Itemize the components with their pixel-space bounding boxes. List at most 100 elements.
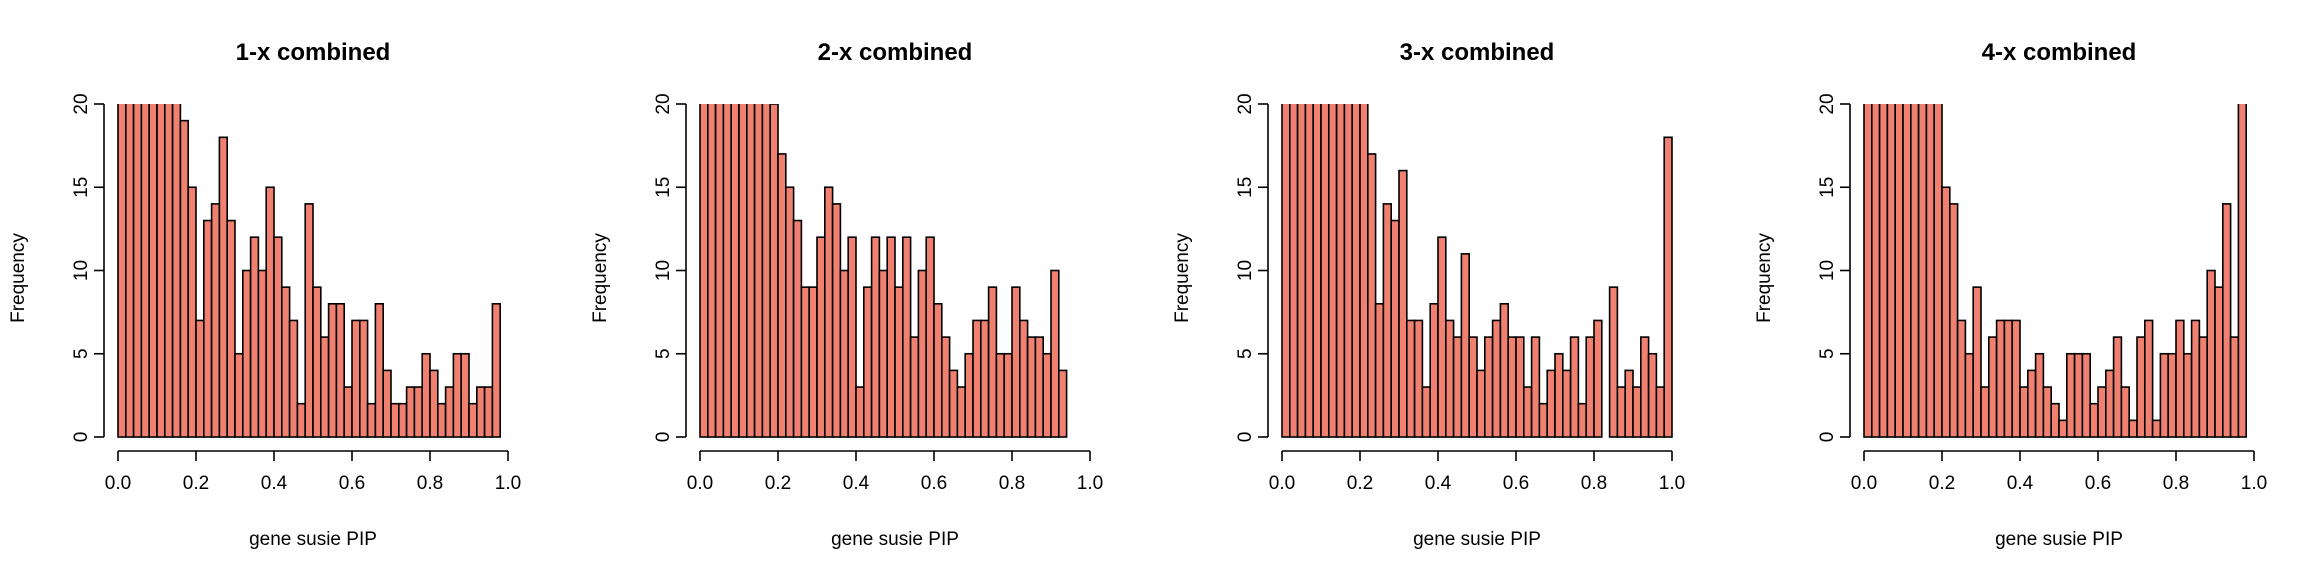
histogram-bar xyxy=(2089,402,2099,438)
histogram-bar xyxy=(1460,253,1470,438)
histogram-bar xyxy=(738,104,748,438)
x-tick-label: 0.0 xyxy=(105,473,131,494)
histogram-bar xyxy=(761,104,771,438)
histogram-bar xyxy=(327,302,338,438)
histogram-bar xyxy=(1585,336,1595,438)
histogram-bar xyxy=(1886,104,1896,438)
histogram-bar xyxy=(1335,104,1346,438)
histogram-bar xyxy=(862,286,873,438)
histogram-bar xyxy=(273,236,283,438)
histogram-bar xyxy=(1351,104,1361,438)
histogram-panel: 1-x combined 0.0 0.2 0.4 0.6 0.8 1.0 0 5 10 15 20 ge… xyxy=(8,39,521,550)
histogram-bar xyxy=(2190,319,2201,438)
histogram-bar xyxy=(878,269,888,438)
y-tick-label: 15 xyxy=(71,177,92,198)
histogram-bar xyxy=(1871,104,1881,438)
histogram-bar xyxy=(769,104,779,438)
y-tick-label: 5 xyxy=(71,348,92,359)
histogram-bar xyxy=(2034,352,2045,438)
histogram-bar xyxy=(164,104,174,438)
histogram-bar xyxy=(2065,352,2076,438)
histogram-bar xyxy=(1296,104,1307,438)
histogram-bar xyxy=(460,352,470,438)
y-tick-label: 15 xyxy=(1235,177,1256,198)
histogram-bar xyxy=(483,386,494,438)
x-tick-label: 0.2 xyxy=(1929,473,1955,494)
histogram-bar xyxy=(730,104,740,438)
histogram-bar xyxy=(894,286,904,438)
x-axis-label: gene susie PIP xyxy=(1413,529,1541,550)
histogram-bar xyxy=(257,269,267,438)
histogram-bar xyxy=(777,153,787,438)
histogram-bar xyxy=(870,236,881,438)
histogram-bar xyxy=(140,104,150,438)
x-tick-label: 0.4 xyxy=(843,473,870,494)
y-tick-label: 10 xyxy=(1817,260,1838,281)
histogram-bar xyxy=(1437,236,1447,438)
histogram-bar xyxy=(707,104,717,438)
histogram-bar xyxy=(2167,352,2177,438)
histogram-bar xyxy=(855,386,865,438)
histogram-bar xyxy=(1359,104,1369,438)
y-axis-label: Frequency xyxy=(8,233,29,323)
histogram-bar xyxy=(1546,369,1556,438)
histogram-bar xyxy=(1374,302,1385,438)
histogram-bar xyxy=(816,236,826,438)
y-axis-label: Frequency xyxy=(1172,233,1193,323)
histogram-bar xyxy=(1647,352,1658,438)
histogram-bar xyxy=(187,186,197,438)
histogram-bar xyxy=(699,104,709,438)
histogram-bar xyxy=(1956,319,1967,438)
bars-group xyxy=(1281,104,1673,438)
x-tick-label: 1.0 xyxy=(495,473,521,494)
histogram-bar xyxy=(413,386,423,438)
histogram-bar xyxy=(714,104,725,438)
histogram-bar xyxy=(1980,386,1990,438)
histogram-bar xyxy=(390,402,400,438)
histogram-bar xyxy=(792,219,803,438)
histogram-bar xyxy=(2050,402,2060,438)
y-tick-label: 0 xyxy=(653,432,674,443)
histogram-bar xyxy=(2136,336,2146,438)
histogram-bar xyxy=(1042,352,1052,438)
histogram-panel: 4-x combined 0.0 0.2 0.4 0.6 0.8 1.0 0 5 10 15 20 ge… xyxy=(1754,39,2267,550)
histogram-bar xyxy=(2011,319,2021,438)
histogram-bar xyxy=(312,286,322,438)
histogram-bar xyxy=(2112,336,2123,438)
histogram-bar xyxy=(1995,319,2006,438)
x-tick-label: 1.0 xyxy=(2241,473,2267,494)
histogram-bar xyxy=(940,336,951,438)
histogram-bar xyxy=(1050,269,1060,438)
histogram-bar xyxy=(746,104,756,438)
bars-group xyxy=(117,104,501,438)
x-tick-label: 0.8 xyxy=(999,473,1025,494)
histogram-bar xyxy=(117,104,127,438)
histogram-bar xyxy=(351,319,361,438)
histogram-bar xyxy=(1289,104,1299,438)
histogram-bar xyxy=(2128,419,2138,438)
y-tick-label: 20 xyxy=(1817,93,1838,114)
histogram-bar xyxy=(421,352,431,438)
y-tick-label: 10 xyxy=(71,260,92,281)
histogram-bar xyxy=(1639,336,1650,438)
histogram-bar xyxy=(2003,319,2013,438)
histogram-bar xyxy=(1018,319,1029,438)
histogram-bar xyxy=(148,104,158,438)
y-tick-label: 10 xyxy=(1235,260,1256,281)
histogram-bar xyxy=(1538,402,1548,438)
histogram-bar xyxy=(1507,336,1517,438)
x-tick-label: 1.0 xyxy=(1077,473,1103,494)
histogram-bar xyxy=(1003,352,1013,438)
histogram-bar xyxy=(1515,336,1525,438)
histogram-bar xyxy=(2120,386,2130,438)
histogram-bar xyxy=(444,386,455,438)
x-tick-label: 0.8 xyxy=(1581,473,1607,494)
histogram-bar xyxy=(1554,352,1564,438)
histogram-bar xyxy=(1011,286,1021,438)
histogram-bar xyxy=(1312,104,1322,438)
histogram-bar xyxy=(296,402,306,438)
x-tick-label: 0.0 xyxy=(687,473,713,494)
histogram-bar xyxy=(179,119,189,438)
